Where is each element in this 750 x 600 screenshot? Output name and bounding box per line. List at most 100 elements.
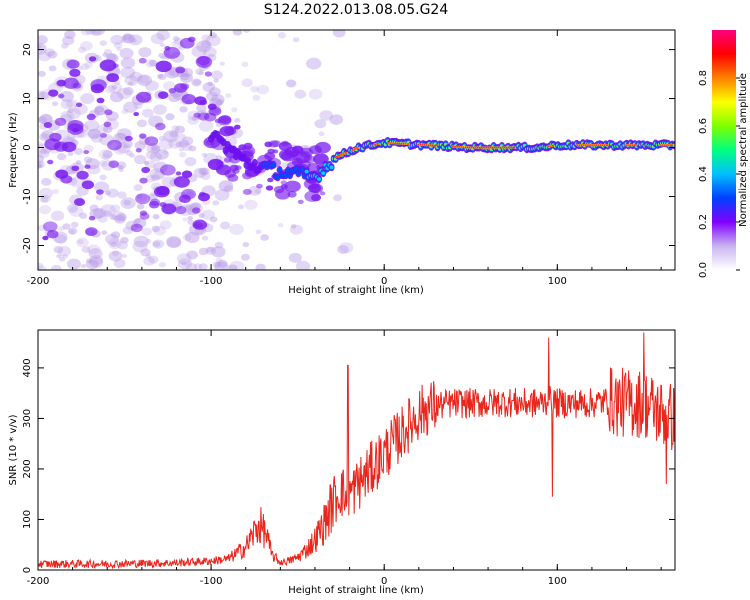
noise-blob (137, 75, 149, 84)
noise-blob (231, 107, 238, 113)
noise-blob (152, 239, 165, 249)
noise-blob (198, 167, 208, 175)
noise-blob (206, 246, 214, 253)
ridge-red (344, 152, 348, 154)
noise-blob (69, 229, 75, 235)
noise-blob (100, 204, 116, 217)
signal-blob (155, 122, 166, 131)
noise-blob (176, 253, 192, 265)
noise-blob (58, 226, 65, 232)
spectrogram-x-tick-label: -200 (27, 276, 50, 287)
noise-blob (39, 196, 49, 203)
noise-blob (166, 236, 182, 248)
noise-blob (110, 34, 124, 45)
noise-blob (94, 106, 106, 116)
noise-blob (47, 50, 58, 59)
noise-blob (184, 157, 197, 167)
noise-blob (75, 160, 82, 165)
noise-blob (120, 35, 127, 40)
noise-blob (88, 256, 104, 268)
colorbar-gradient (712, 30, 736, 270)
noise-blob (122, 33, 135, 44)
noise-blob (144, 160, 156, 169)
noise-blob (128, 34, 143, 46)
noise-blob (118, 168, 124, 173)
signal-blob (208, 106, 222, 116)
signal-blob (175, 66, 186, 74)
spectrogram-y-tick-label: 20 (22, 43, 33, 56)
noise-blob (201, 152, 208, 158)
noise-blob (122, 226, 133, 235)
ridge-blue (271, 162, 276, 168)
noise-blob (52, 189, 59, 195)
signal-blob (99, 132, 107, 138)
noise-blob (122, 140, 133, 149)
noise-blob (85, 258, 93, 264)
noise-blob (240, 253, 250, 261)
noise-blob (256, 84, 270, 95)
snr-x-tick-label: -100 (200, 576, 223, 587)
noise-blob (219, 61, 225, 66)
noise-blob (332, 30, 346, 38)
signal-blob (86, 113, 96, 121)
noise-blob (136, 119, 147, 128)
noise-blob (113, 41, 123, 49)
noise-blob (111, 85, 118, 90)
spectrogram-frame (37, 29, 676, 271)
noise-blob (179, 73, 193, 84)
noise-blob (193, 79, 201, 85)
snr-axes: -200 -100 0 100 0 100 200 300 400 (22, 330, 675, 587)
noise-blob (66, 99, 78, 109)
noise-blob (96, 124, 109, 134)
ridge-cyan (317, 177, 322, 181)
signal-blob (278, 141, 292, 152)
colorbar-tick-label: 0.2 (698, 214, 709, 230)
noise-blob (337, 245, 349, 254)
noise-blob (94, 105, 105, 113)
noise-blob (237, 204, 245, 210)
noise-blob (111, 210, 126, 222)
noise-blob (215, 257, 223, 263)
noise-blob (198, 247, 209, 256)
signal-blob (76, 170, 89, 180)
noise-blob (187, 115, 199, 125)
signal-blob (194, 96, 207, 106)
noise-blob (255, 229, 262, 235)
signal-blob (174, 83, 188, 93)
signal-blob (135, 91, 152, 103)
noise-blob (178, 139, 190, 148)
noise-blob (195, 68, 204, 76)
noise-blob (202, 82, 216, 93)
noise-blob (333, 194, 343, 202)
signal-blob (139, 212, 150, 220)
noise-blob (87, 128, 102, 140)
noise-blob (178, 147, 185, 152)
snr-background (38, 330, 675, 570)
noise-blob (38, 44, 42, 49)
noise-blob (314, 119, 327, 129)
noise-blob (120, 66, 136, 79)
noise-blob (145, 238, 152, 244)
noise-blob (205, 91, 218, 101)
signal-blob (106, 73, 120, 83)
ridge-red (406, 143, 410, 145)
signal-blob (130, 223, 143, 233)
noise-blob (50, 265, 62, 270)
noise-blob (105, 52, 117, 62)
spectrogram-x-tick-label: 100 (548, 276, 567, 287)
noise-blob (73, 148, 83, 155)
signal-blob (139, 133, 147, 139)
noise-blob (88, 248, 103, 259)
noise-blob (130, 38, 137, 43)
noise-blob (168, 130, 179, 138)
noise-blob (152, 213, 160, 220)
ridge-red (551, 144, 555, 147)
noise-blob (102, 150, 113, 159)
noise-blob (106, 188, 119, 198)
noise-blob (145, 254, 152, 259)
noise-blob (218, 180, 234, 192)
signal-blob (48, 89, 59, 97)
signal-blob (267, 177, 274, 183)
signal-blob (173, 176, 190, 188)
ridge-red (670, 144, 674, 146)
